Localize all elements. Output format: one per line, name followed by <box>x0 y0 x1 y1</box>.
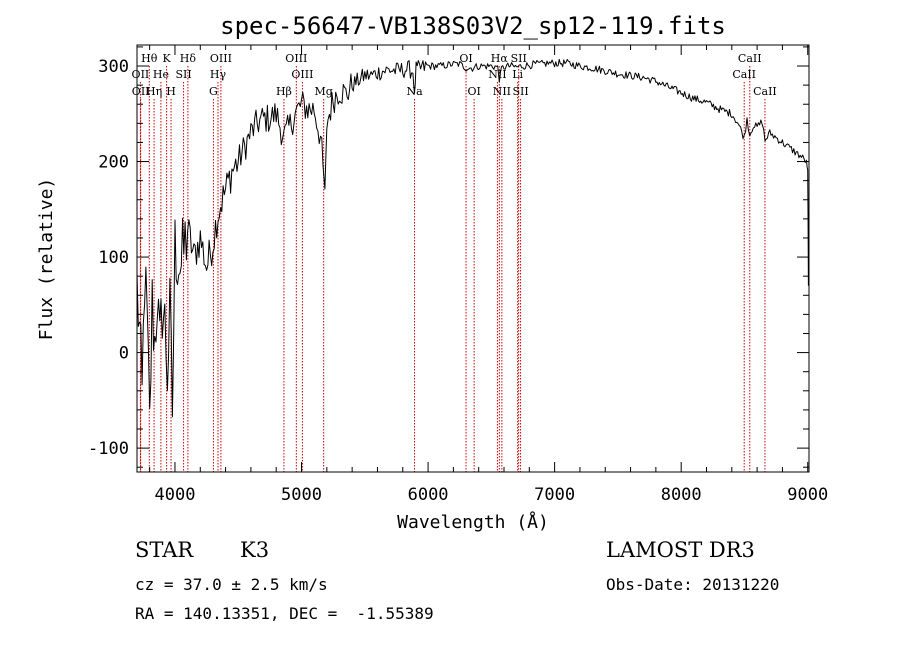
chart-title: spec-56647-VB138S03V2_sp12-119.fits <box>220 12 726 40</box>
spectral-line-label: Hα <box>491 52 509 65</box>
x-tick-label: 6000 <box>408 485 449 505</box>
spectral-line-label: NII <box>493 85 511 98</box>
spectral-line-label: H <box>166 85 176 98</box>
spectral-line-label: OIII <box>210 52 232 65</box>
spectral-subclass: K3 <box>240 538 270 562</box>
spectral-line-label: SII <box>175 68 191 81</box>
survey-name: LAMOST DR3 <box>606 538 755 562</box>
spectral-line-label: Hη <box>146 85 162 98</box>
spectral-line-label: Li <box>512 68 523 81</box>
spectral-line-label: NII <box>488 68 506 81</box>
spectral-line-label: CaII <box>753 85 777 98</box>
spectral-line-label: Mg <box>315 85 333 98</box>
x-tick-label: 7000 <box>534 485 575 505</box>
spectral-line-label: CaII <box>732 68 756 81</box>
spectral-class: STAR <box>135 538 194 562</box>
x-tick-label: 4000 <box>154 485 195 505</box>
y-tick-label: -100 <box>88 439 129 459</box>
y-tick-label: 200 <box>98 153 129 173</box>
spectral-line-label: SII <box>511 52 527 65</box>
spectral-line-label: OII <box>132 85 150 98</box>
spectral-line-label: K <box>163 52 172 65</box>
redshift-value: cz = 37.0 ± 2.5 km/s <box>135 575 328 594</box>
y-tick-label: 100 <box>98 248 129 268</box>
coordinates: RA = 140.13351, DEC = -1.55389 <box>135 604 434 623</box>
plot-frame <box>136 44 810 473</box>
spectral-line-label: G <box>209 85 218 98</box>
y-tick-label: 300 <box>98 57 129 77</box>
spectral-line-label: OIII <box>285 52 307 65</box>
y-axis-label: Flux (relative) <box>36 178 57 341</box>
spectral-line-label: SII <box>512 85 528 98</box>
spectral-line-label: He <box>153 68 169 81</box>
spectral-line-label: Hδ <box>180 52 197 65</box>
observation-date: Obs-Date: 20131220 <box>606 575 780 594</box>
spectrum-series-line <box>136 58 809 418</box>
spectral-line-label: OI <box>467 85 480 98</box>
y-tick-label: 0 <box>119 344 129 364</box>
x-tick-label: 8000 <box>661 485 702 505</box>
x-tick-label: 5000 <box>281 485 322 505</box>
spectral-line-label: OIII <box>291 68 313 81</box>
x-axis-label: Wavelength (Å) <box>397 511 549 533</box>
x-tick-label: 9000 <box>787 485 828 505</box>
spectral-line-label: OI <box>459 52 472 65</box>
spectral-line-label: Hβ <box>276 85 292 98</box>
spectral-line-label: Hθ <box>141 52 158 65</box>
spectral-line-label: OII <box>132 68 150 81</box>
spectral-line-label: Hγ <box>210 68 227 81</box>
spectral-line-label: CaII <box>738 52 762 65</box>
